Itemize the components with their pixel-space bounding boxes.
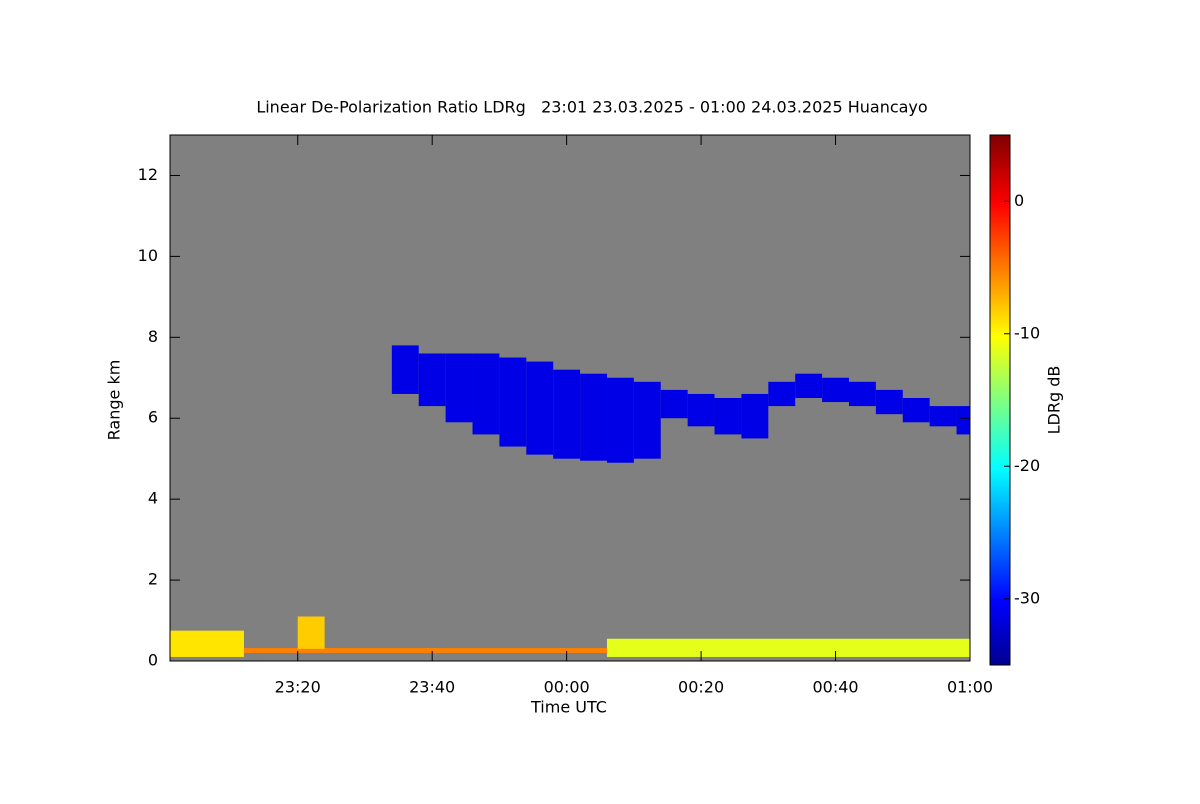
colorbar-tick-label: -20 [1014,456,1040,475]
heatmap-cell [526,361,554,455]
heatmap-cell [956,406,970,435]
heatmap-cell [768,381,796,407]
x-tick-label: 00:20 [678,678,724,697]
heatmap-cell [553,369,581,459]
x-tick-label: 01:00 [947,678,993,697]
heatmap-cell [795,373,823,398]
colorbar-tick-label: -10 [1014,323,1040,342]
plot-frame [169,134,971,662]
chart-title: Linear De-Polarization Ratio LDRg 23:01 … [256,98,927,117]
heatmap-cell [243,648,607,653]
y-tick-label: 12 [138,165,158,184]
x-tick-label: 00:00 [544,678,590,697]
heatmap-cell [902,398,930,423]
colorbar-tick-label: 0 [1014,191,1024,210]
heatmap-cell [660,389,688,419]
x-tick-label: 00:40 [812,678,858,697]
heatmap-cell [687,393,715,427]
colorbar [989,134,1011,666]
heatmap-cell [741,393,769,439]
y-axis-label: Range km [105,360,124,441]
heatmap-cell [714,398,742,435]
heatmap-cell [606,377,634,463]
plot-area [169,134,971,662]
x-tick-label: 23:40 [409,678,455,697]
heatmap-cell [391,345,419,394]
heatmap-cell [472,353,500,435]
colorbar-label: LDRg dB [1045,366,1064,435]
heatmap-cell [499,357,527,447]
heatmap-cell [170,630,244,657]
heatmap-cell [297,616,325,649]
colorbar-tick-label: -30 [1014,588,1040,607]
heatmap-cell [875,389,903,415]
heatmap-cell [848,381,876,407]
x-axis-label: Time UTC [530,698,607,717]
y-tick-label: 4 [148,489,158,508]
y-tick-label: 2 [148,570,158,589]
heatmap-cell [633,381,661,459]
y-tick-label: 8 [148,327,158,346]
heatmap-cell [606,638,970,657]
heatmap-cell [929,406,957,427]
heatmap-cell [580,373,607,461]
heatmap-cell [822,377,849,403]
x-tick-label: 23:20 [275,678,321,697]
heatmap-cell [418,353,446,407]
y-tick-label: 6 [148,408,158,427]
heatmap-cell [445,353,473,423]
y-tick-label: 0 [148,651,158,670]
y-tick-label: 10 [138,246,158,265]
